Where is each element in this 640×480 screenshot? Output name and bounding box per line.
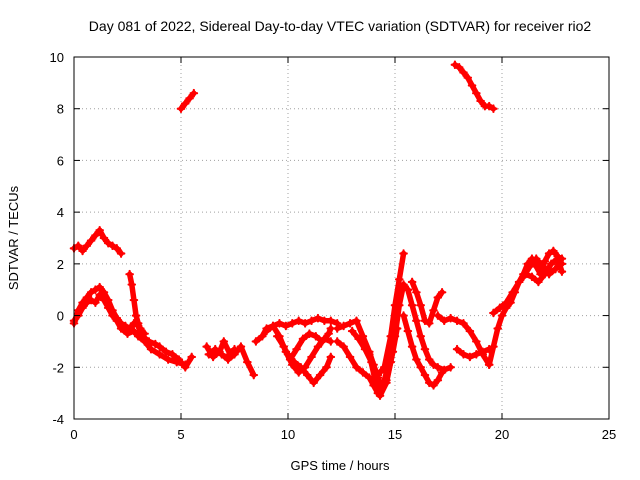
series-arc-6h-b <box>204 342 259 380</box>
grid <box>74 57 609 419</box>
x-axis-label: GPS time / hours <box>291 458 390 473</box>
series-segment <box>396 250 407 283</box>
series-arc-9h-b <box>262 313 342 336</box>
y-axis-label: SDTVAR / TECUs <box>6 185 21 290</box>
data-point <box>557 267 567 276</box>
x-tick-label: 10 <box>281 427 295 442</box>
series-arc-16h-c <box>407 277 447 328</box>
plot-frame <box>73 56 610 420</box>
y-tick-label: 0 <box>57 309 64 324</box>
x-tick-label: 20 <box>495 427 509 442</box>
data-point <box>180 360 190 369</box>
series-segment <box>387 302 398 340</box>
data-point <box>187 352 196 362</box>
data-point <box>392 324 402 333</box>
series-arc-20h-b <box>489 254 567 318</box>
x-tick-label: 15 <box>388 427 402 442</box>
chart-title: Day 081 of 2022, Sidereal Day-to-day VTE… <box>89 18 592 34</box>
x-tick-label: 0 <box>70 427 77 442</box>
axis-ticks: 0 5 10 15 20 25 -4 -2 0 2 4 6 8 10 <box>50 50 617 442</box>
series-segment <box>383 349 396 386</box>
data-point <box>140 329 149 338</box>
y-tick-label: 6 <box>57 153 64 168</box>
series-arc-9h-d <box>283 350 336 388</box>
y-tick-label: 10 <box>50 50 64 65</box>
data-point <box>437 288 447 297</box>
data-series <box>69 60 567 401</box>
series-arc-early-b <box>69 290 190 369</box>
series-arc-early-c <box>125 269 149 338</box>
y-tick-label: 8 <box>57 102 64 117</box>
x-tick-label: 5 <box>177 427 184 442</box>
series-arc-5h-high <box>176 88 199 114</box>
y-tick-label: -2 <box>52 360 64 375</box>
series-segment <box>392 276 403 308</box>
series-arc-15h-a <box>399 311 447 390</box>
series-segment <box>381 333 394 371</box>
data-point <box>116 249 126 258</box>
y-tick-label: 2 <box>57 257 64 272</box>
series-arc-17h-a <box>433 311 494 369</box>
series-segment <box>366 351 379 386</box>
data-point <box>399 249 408 258</box>
series-arc-9h-c <box>273 324 336 364</box>
series-arc-15h-b <box>403 285 455 375</box>
data-point <box>249 370 259 380</box>
series-arc-12h-d <box>358 324 402 401</box>
series-arc-18h-b <box>452 344 494 362</box>
data-point <box>489 104 498 114</box>
data-point <box>326 352 336 362</box>
series-arc-18h-high <box>450 60 498 114</box>
series-arc-early-upper <box>69 225 126 258</box>
data-point <box>557 254 567 263</box>
y-tick-label: -4 <box>52 412 64 427</box>
series-arc-21h-c <box>519 254 567 282</box>
data-point <box>446 362 455 372</box>
x-tick-label: 25 <box>602 427 616 442</box>
data-point <box>189 88 199 98</box>
y-tick-label: 4 <box>57 205 64 220</box>
